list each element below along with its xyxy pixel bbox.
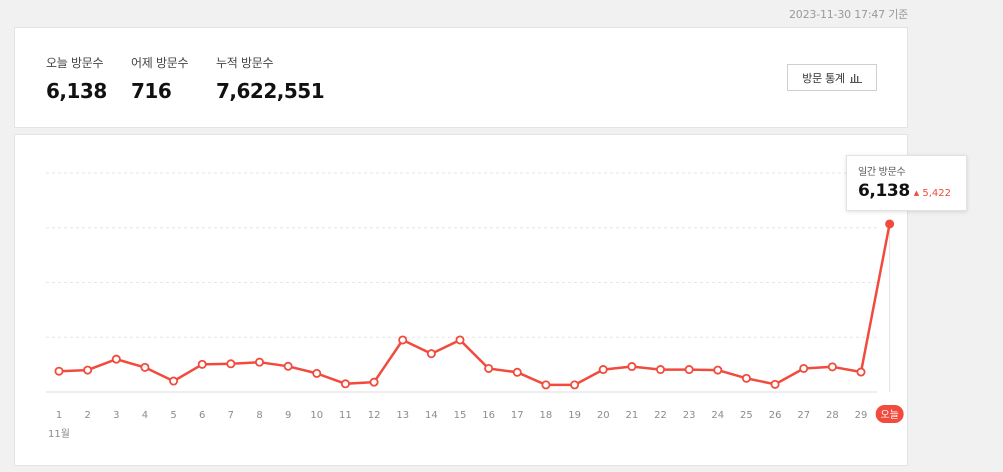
- stat-yesterday-value: 716: [131, 79, 172, 103]
- bar-chart-icon: [849, 74, 862, 83]
- x-tick-label: 15: [454, 410, 467, 421]
- x-tick-label: 19: [568, 410, 581, 421]
- data-point: [512, 367, 522, 377]
- data-point: [713, 365, 723, 375]
- stat-yesterday-label: 어제 방문수: [131, 56, 189, 70]
- data-point: [54, 366, 64, 376]
- stat-today: 오늘 방문수 6,138: [46, 54, 107, 103]
- data-point: [541, 380, 551, 390]
- tooltip-label: 일간 방문수: [858, 167, 906, 178]
- stat-total-label: 누적 방문수: [216, 56, 274, 70]
- data-point: [312, 368, 322, 378]
- stat-yesterday: 어제 방문수 716: [131, 54, 189, 103]
- data-point: [484, 363, 494, 373]
- data-point: [741, 373, 751, 383]
- data-point: [598, 365, 608, 375]
- x-tick-label: 20: [597, 410, 610, 421]
- data-point: [111, 354, 121, 364]
- x-tick-label: 25: [740, 410, 753, 421]
- updated-timestamp: 2023-11-30 17:47 기준: [789, 8, 909, 21]
- x-tick-label: 22: [654, 410, 667, 421]
- x-tick-label: 16: [482, 410, 495, 421]
- x-tick-label: 14: [425, 410, 438, 421]
- visitor-summary-card: 오늘 방문수 6,138 어제 방문수 716 누적 방문수 7,622,551…: [14, 27, 908, 128]
- data-point: [885, 219, 895, 229]
- x-tick-label: 23: [683, 410, 696, 421]
- stat-total: 누적 방문수 7,622,551: [216, 54, 325, 103]
- data-point: [140, 362, 150, 372]
- x-tick-label: 27: [797, 410, 810, 421]
- data-point: [426, 349, 436, 359]
- data-point: [827, 362, 837, 372]
- x-tick-label: 1: [56, 410, 62, 421]
- stat-today-label: 오늘 방문수: [46, 56, 104, 70]
- series-line: [58, 223, 891, 387]
- tooltip-delta-value: 5,422: [922, 188, 951, 199]
- x-tick-label: 5: [170, 410, 176, 421]
- chart-tooltip: 일간 방문수 6,138 ▲ 5,422: [846, 155, 967, 211]
- visit-stats-button[interactable]: 방문 통계: [787, 64, 877, 91]
- daily-visits-chart: 1 2 3 4 5 6 7 8 9 10 11 12 13 14 15 16 17 18 19 20 21 22 23 24 2…: [14, 134, 967, 466]
- data-point: [369, 377, 379, 387]
- month-label: 11월: [48, 428, 70, 440]
- x-tick-label: 7: [228, 410, 234, 421]
- tooltip-value: 6,138: [858, 181, 910, 201]
- data-point: [656, 365, 666, 375]
- data-point: [226, 359, 236, 369]
- data-point: [770, 379, 780, 389]
- chart-canvas: 1 2 3 4 5 6 7 8 9 10 11 12 13 14 15 16 17 18 19 20 21 22 23 24 2…: [46, 172, 904, 440]
- x-tick-label: 21: [625, 410, 638, 421]
- x-tick-label: 24: [711, 410, 724, 421]
- stat-today-value: 6,138: [46, 79, 107, 103]
- stat-total-value: 7,622,551: [216, 79, 325, 103]
- data-point: [197, 359, 207, 369]
- x-tick-label: 4: [142, 410, 148, 421]
- data-point: [254, 357, 264, 367]
- visit-stats-button-label: 방문 통계: [802, 71, 845, 85]
- tooltip-delta: ▲ 5,422: [914, 188, 951, 199]
- x-tick-label: 3: [113, 410, 119, 421]
- x-tick-label: 28: [826, 410, 839, 421]
- x-tick-label: 26: [769, 410, 782, 421]
- x-tick-label: 6: [199, 410, 205, 421]
- data-point: [455, 335, 465, 345]
- data-point: [799, 363, 809, 373]
- x-tick-label: 29: [855, 410, 868, 421]
- x-tick-label: 11: [339, 410, 352, 421]
- x-tick-label: 12: [368, 410, 381, 421]
- data-point: [83, 365, 93, 375]
- data-point: [340, 379, 350, 389]
- x-tick-label-today: 오늘: [880, 409, 898, 421]
- today-pill: [875, 405, 904, 423]
- x-tick-label: 8: [256, 410, 262, 421]
- x-tick-label: 9: [285, 410, 291, 421]
- data-point: [570, 380, 580, 390]
- data-point: [856, 367, 866, 377]
- x-tick-label: 10: [310, 410, 323, 421]
- x-tick-label: 13: [396, 410, 409, 421]
- data-point: [398, 335, 408, 345]
- x-tick-label: 18: [540, 410, 553, 421]
- data-point: [169, 376, 179, 386]
- x-tick-label: 2: [84, 410, 90, 421]
- data-point: [684, 365, 694, 375]
- up-arrow-icon: ▲: [913, 189, 920, 197]
- data-point: [283, 361, 293, 371]
- x-tick-label: 17: [511, 410, 524, 421]
- data-point: [627, 362, 637, 372]
